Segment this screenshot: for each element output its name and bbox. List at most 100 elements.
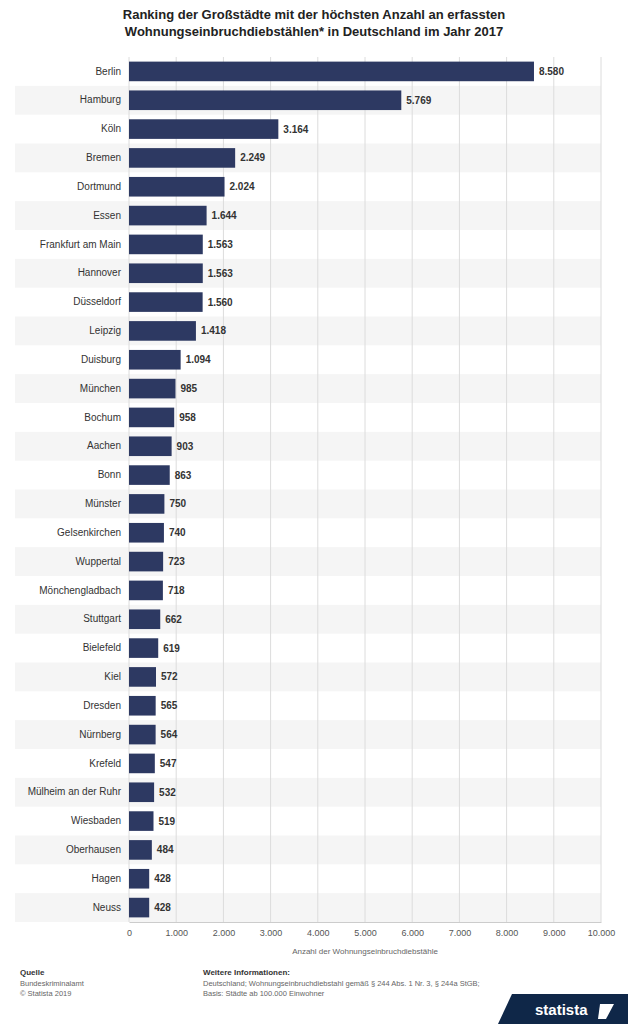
data-label: 547 xyxy=(160,758,177,769)
y-tick: Berlin xyxy=(95,66,121,77)
bar xyxy=(129,609,160,629)
y-tick: Hamburg xyxy=(80,94,121,105)
y-tick: Krefeld xyxy=(89,758,121,769)
y-tick: Mönchengladbach xyxy=(39,585,121,596)
data-label: 484 xyxy=(157,844,174,855)
axis-title: Anzahl der Wohnungseinbruchdiebstähle xyxy=(292,947,438,956)
y-tick: Wiesbaden xyxy=(71,815,121,826)
data-label: 619 xyxy=(163,643,180,654)
data-label: 1.418 xyxy=(201,325,226,336)
grid-line xyxy=(459,57,460,922)
category-label: Neuss xyxy=(93,902,121,913)
bar xyxy=(129,148,235,168)
category-label: Gelsenkirchen xyxy=(57,527,121,538)
y-tick: Düsseldorf xyxy=(73,296,121,307)
data-label: 8.580 xyxy=(539,66,564,77)
bars xyxy=(129,62,534,918)
row-stripe xyxy=(15,201,601,230)
row-stripe xyxy=(15,374,601,403)
y-tick: Dresden xyxy=(83,700,121,711)
grid-line xyxy=(365,57,366,922)
y-tick: Bremen xyxy=(86,152,121,163)
data-label: 1.563 xyxy=(208,268,233,279)
y-tick: Bochum xyxy=(84,412,121,423)
tick-label: 9.000 xyxy=(543,928,566,938)
data-label: 564 xyxy=(161,729,178,740)
logo-text: statista xyxy=(535,1001,588,1018)
category-label: Hannover xyxy=(78,267,122,278)
row-stripe xyxy=(15,836,601,865)
y-tick: Neuss xyxy=(93,902,121,913)
bar xyxy=(129,408,174,428)
bar xyxy=(129,782,154,802)
x-tick: 0 xyxy=(127,922,132,938)
category-label: Wuppertal xyxy=(76,556,121,567)
data-label: 1.563 xyxy=(208,239,233,250)
data-label: 5.769 xyxy=(406,95,431,106)
grid-line xyxy=(270,57,271,922)
text-line: Basis: Städte ab 100.000 Einwohner xyxy=(203,989,325,998)
category-label: Stuttgart xyxy=(83,613,121,624)
y-tick: Hannover xyxy=(78,267,122,278)
tick-label: 3.000 xyxy=(260,928,283,938)
tick-label: 10.000 xyxy=(588,928,616,938)
grid-line xyxy=(553,57,554,922)
grid xyxy=(129,57,601,922)
row-stripe xyxy=(15,432,601,461)
grid-line xyxy=(506,57,507,922)
bar xyxy=(129,811,153,831)
bar xyxy=(129,177,225,197)
y-tick: Gelsenkirchen xyxy=(57,527,121,538)
row-stripes xyxy=(15,86,601,922)
x-tick: 10.000 xyxy=(588,922,616,938)
data-label: 2.249 xyxy=(240,152,265,163)
tick-label: 7.000 xyxy=(449,928,472,938)
text-line: Ranking der Großstädte mit der höchsten … xyxy=(123,7,505,22)
y-tick: Köln xyxy=(101,123,121,134)
x-tick: 2.000 xyxy=(213,922,236,938)
info: Deutschland; Wohnungseinbruchdiebstahl g… xyxy=(203,979,480,998)
data-label: 532 xyxy=(159,787,176,798)
row-stripe xyxy=(15,893,601,922)
row-stripe xyxy=(15,663,601,692)
x-tick: 3.000 xyxy=(260,922,283,938)
category-label: Hamburg xyxy=(80,94,121,105)
bar xyxy=(129,523,164,543)
bar xyxy=(129,638,158,658)
x-tick: 4.000 xyxy=(307,922,330,938)
y-tick: Nürnberg xyxy=(79,729,121,740)
bar xyxy=(129,263,203,283)
x-axis: 01.0002.0003.0004.0005.0006.0007.0008.00… xyxy=(127,922,615,938)
bar xyxy=(129,869,149,889)
source: Bundeskriminalamt xyxy=(20,979,85,988)
category-label: Krefeld xyxy=(89,758,121,769)
row-stripe xyxy=(15,605,601,634)
bar xyxy=(129,379,175,399)
text-line: Wohnungseinbruchdiebstählen* in Deutschl… xyxy=(125,24,503,39)
category-label: Kiel xyxy=(104,671,121,682)
bar xyxy=(129,321,196,341)
category-label: Düsseldorf xyxy=(73,296,121,307)
category-label: Berlin xyxy=(95,66,121,77)
data-label: 750 xyxy=(169,498,186,509)
chart: Ranking der Großstädte mit der höchsten … xyxy=(0,0,628,1024)
bar xyxy=(129,898,149,918)
tick-label: 8.000 xyxy=(496,928,519,938)
category-label: Aachen xyxy=(87,440,121,451)
bar xyxy=(129,465,170,485)
logo: statista xyxy=(498,994,628,1024)
y-tick: Hagen xyxy=(92,873,121,884)
y-tick: Bielefeld xyxy=(83,642,121,653)
bar xyxy=(129,725,156,745)
tick-label: 1.000 xyxy=(165,928,188,938)
data-label: 740 xyxy=(169,527,186,538)
row-stripe xyxy=(15,490,601,519)
bar xyxy=(129,581,163,601)
data-label: 723 xyxy=(168,556,185,567)
bar xyxy=(129,62,534,82)
category-label: Wiesbaden xyxy=(71,815,121,826)
tick-label: 6.000 xyxy=(401,928,424,938)
y-tick: Mülheim an der Ruhr xyxy=(28,786,122,797)
title: Ranking der Großstädte mit der höchsten … xyxy=(123,7,505,39)
data-label: 863 xyxy=(175,470,192,481)
